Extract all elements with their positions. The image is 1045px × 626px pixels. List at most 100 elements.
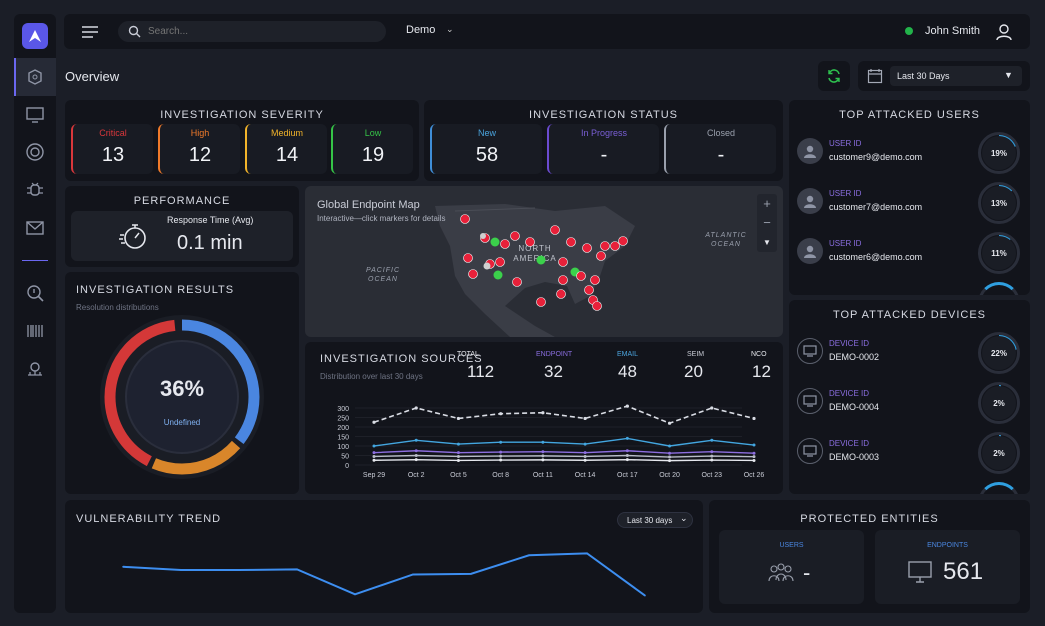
map-marker[interactable] <box>480 233 486 239</box>
y-tick-label: 250 <box>337 416 349 423</box>
map-marker[interactable] <box>566 237 576 247</box>
map-marker[interactable] <box>558 257 568 267</box>
map-marker[interactable] <box>592 301 602 311</box>
environment-select[interactable]: Demo ⌄ <box>406 24 466 40</box>
menu-icon[interactable] <box>80 22 100 42</box>
map-marker[interactable] <box>490 237 500 247</box>
vuln-point <box>122 566 124 568</box>
panel-subtitle: Resolution distributions <box>76 303 159 312</box>
map-marker[interactable] <box>495 257 505 267</box>
series-point <box>752 451 756 455</box>
map-marker[interactable] <box>468 269 478 279</box>
status-in-progress[interactable]: In Progress - <box>547 124 659 174</box>
severity-value: 19 <box>361 144 385 166</box>
user-id-label: USER ID <box>829 189 862 198</box>
search-box[interactable] <box>118 21 386 42</box>
map-marker[interactable] <box>550 225 560 235</box>
severity-critical[interactable]: Critical 13 <box>71 124 153 174</box>
status-closed[interactable]: Closed - <box>664 124 776 174</box>
severity-low[interactable]: Low 19 <box>331 124 413 174</box>
target-icon[interactable] <box>22 141 48 163</box>
map-menu-button[interactable]: ▼ <box>763 237 771 247</box>
status-label: Closed <box>706 128 735 138</box>
device-row[interactable]: DEVICE ID DEMO-0002 22% <box>789 330 1030 376</box>
y-tick-label: 150 <box>337 435 349 442</box>
severity-high[interactable]: High 12 <box>158 124 240 174</box>
series-point <box>372 454 376 458</box>
device-percent: 2% <box>993 398 1005 408</box>
date-range-field[interactable]: Last 30 Days ▼ <box>890 66 1022 86</box>
user-row[interactable]: USER ID customer9@demo.com 19% <box>789 130 1030 176</box>
app-logo[interactable] <box>22 23 48 49</box>
map-marker[interactable] <box>618 236 628 246</box>
status-new[interactable]: New 58 <box>430 124 542 174</box>
bug-icon[interactable] <box>22 179 48 201</box>
x-tick-label: Oct 14 <box>575 472 596 479</box>
map-marker[interactable] <box>556 289 566 299</box>
y-tick-label: 200 <box>337 425 349 432</box>
results-percent: 36% <box>159 376 205 401</box>
zoom-out-button[interactable]: − <box>763 214 771 230</box>
results-label: Undefined <box>163 418 201 427</box>
date-range-select[interactable]: Last 30 Days ▼ <box>858 61 1030 91</box>
refresh-button[interactable] <box>818 61 850 91</box>
entity-value: - <box>803 560 811 585</box>
ring-inner <box>982 386 1016 420</box>
map-marker[interactable] <box>493 270 503 280</box>
map-marker[interactable] <box>576 271 586 281</box>
map-marker[interactable] <box>600 241 610 251</box>
settings-network-icon[interactable] <box>22 358 48 380</box>
users-entity-card[interactable]: USERS - <box>719 530 864 604</box>
device-row[interactable]: DEVICE ID DEMO-0003 2% <box>789 430 1030 476</box>
map-marker[interactable] <box>536 297 546 307</box>
monitor-icon[interactable] <box>22 104 48 126</box>
endpoint-map-panel[interactable]: Global Endpoint Map Interactive—click ma… <box>305 186 783 337</box>
map-marker[interactable] <box>483 262 491 270</box>
severity-value: 13 <box>101 144 125 166</box>
search-input[interactable] <box>148 24 368 39</box>
map-marker[interactable] <box>512 277 522 287</box>
map-marker[interactable] <box>460 214 470 224</box>
avatar <box>797 238 823 264</box>
series-point <box>372 420 376 424</box>
device-percent: 22% <box>990 348 1007 358</box>
status-label: New <box>477 128 496 138</box>
donut-segment-undefined <box>104 319 260 475</box>
map-title: Global Endpoint Map <box>317 199 420 211</box>
user-icon[interactable] <box>993 21 1015 43</box>
user-email: customer9@demo.com <box>829 152 923 162</box>
map-marker[interactable] <box>525 237 535 247</box>
x-tick-label: Oct 23 <box>701 472 722 479</box>
map-marker[interactable] <box>500 239 510 249</box>
search-alert-icon[interactable] <box>22 282 48 304</box>
top-header: Demo ⌄ John Smith <box>64 14 1030 49</box>
endpoints-entity-card[interactable]: ENDPOINTS 561 <box>875 530 1020 604</box>
device-row[interactable]: DEVICE ID DEMO-0004 2% <box>789 380 1030 426</box>
severity-medium[interactable]: Medium 14 <box>245 124 327 174</box>
zoom-in-button[interactable]: + <box>763 195 771 211</box>
user-name[interactable]: John Smith <box>925 25 981 37</box>
mail-icon[interactable] <box>22 217 48 239</box>
monitor-icon <box>797 338 823 364</box>
vuln-range-select[interactable]: Last 30 days ⌄ <box>617 512 693 528</box>
series-point <box>710 454 714 458</box>
user-row[interactable]: USER ID customer7@demo.com 13% <box>789 180 1030 226</box>
map-marker[interactable] <box>590 275 600 285</box>
map-marker[interactable] <box>463 253 473 263</box>
series-point <box>541 440 545 444</box>
shield-icon[interactable] <box>22 66 48 88</box>
source-stat-value: 12 <box>752 362 771 381</box>
severity-label: Low <box>364 128 382 138</box>
barcode-icon[interactable] <box>22 320 48 342</box>
user-row[interactable]: USER ID customer6@demo.com 11% <box>789 230 1030 276</box>
panel-title: INVESTIGATION STATUS <box>529 109 678 121</box>
map-marker[interactable] <box>610 241 620 251</box>
map-marker[interactable] <box>536 255 546 265</box>
map-marker[interactable] <box>596 251 606 261</box>
map-marker[interactable] <box>584 285 594 295</box>
panel-title: INVESTIGATION SOURCES <box>320 353 483 365</box>
map-marker[interactable] <box>558 275 568 285</box>
map-marker[interactable] <box>582 243 592 253</box>
series-point <box>414 406 418 410</box>
map-marker[interactable] <box>510 231 520 241</box>
